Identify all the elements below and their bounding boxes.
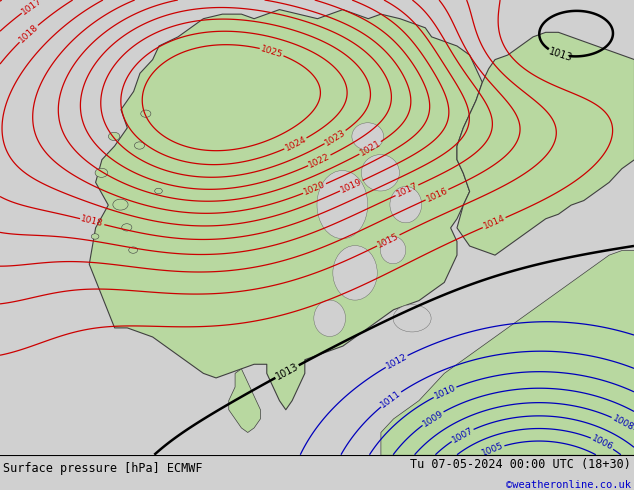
Circle shape	[134, 142, 145, 149]
Text: 1022: 1022	[307, 151, 332, 170]
Text: 1013: 1013	[548, 46, 574, 63]
Ellipse shape	[352, 123, 384, 150]
Ellipse shape	[380, 237, 406, 264]
Text: 1008: 1008	[611, 414, 634, 432]
Ellipse shape	[390, 186, 422, 223]
Text: 1018: 1018	[80, 215, 105, 229]
Text: 1013: 1013	[274, 361, 300, 382]
Text: 1017: 1017	[394, 181, 419, 199]
Text: 1018: 1018	[17, 23, 40, 45]
Ellipse shape	[393, 305, 431, 332]
Text: 1009: 1009	[421, 408, 445, 428]
Text: Surface pressure [hPa] ECMWF: Surface pressure [hPa] ECMWF	[3, 463, 203, 475]
Circle shape	[108, 132, 120, 141]
Text: 1011: 1011	[379, 389, 403, 410]
Text: 1015: 1015	[376, 231, 401, 249]
Text: 1014: 1014	[482, 214, 507, 231]
Text: 1012: 1012	[384, 352, 409, 371]
Text: 1021: 1021	[358, 139, 382, 158]
Text: 1023: 1023	[323, 127, 347, 147]
Text: 1006: 1006	[590, 434, 614, 452]
Text: 1020: 1020	[302, 180, 327, 197]
Text: 1016: 1016	[425, 186, 450, 204]
Circle shape	[122, 224, 132, 231]
Text: 1007: 1007	[450, 425, 475, 444]
Text: ©weatheronline.co.uk: ©weatheronline.co.uk	[506, 480, 631, 490]
Ellipse shape	[317, 171, 368, 239]
Text: 1019: 1019	[339, 177, 364, 195]
Text: Tu 07-05-2024 00:00 UTC (18+30): Tu 07-05-2024 00:00 UTC (18+30)	[410, 458, 631, 471]
Ellipse shape	[361, 155, 399, 191]
Circle shape	[95, 168, 108, 177]
Circle shape	[129, 247, 138, 253]
Circle shape	[141, 110, 151, 117]
Text: 1024: 1024	[283, 135, 307, 153]
Ellipse shape	[333, 245, 377, 300]
Text: 1025: 1025	[259, 44, 284, 59]
Text: 1005: 1005	[480, 441, 505, 458]
Ellipse shape	[314, 300, 346, 337]
Circle shape	[155, 188, 162, 194]
Text: 1017: 1017	[20, 0, 44, 16]
Circle shape	[91, 234, 99, 239]
Circle shape	[113, 199, 128, 210]
Text: 1010: 1010	[432, 383, 457, 401]
